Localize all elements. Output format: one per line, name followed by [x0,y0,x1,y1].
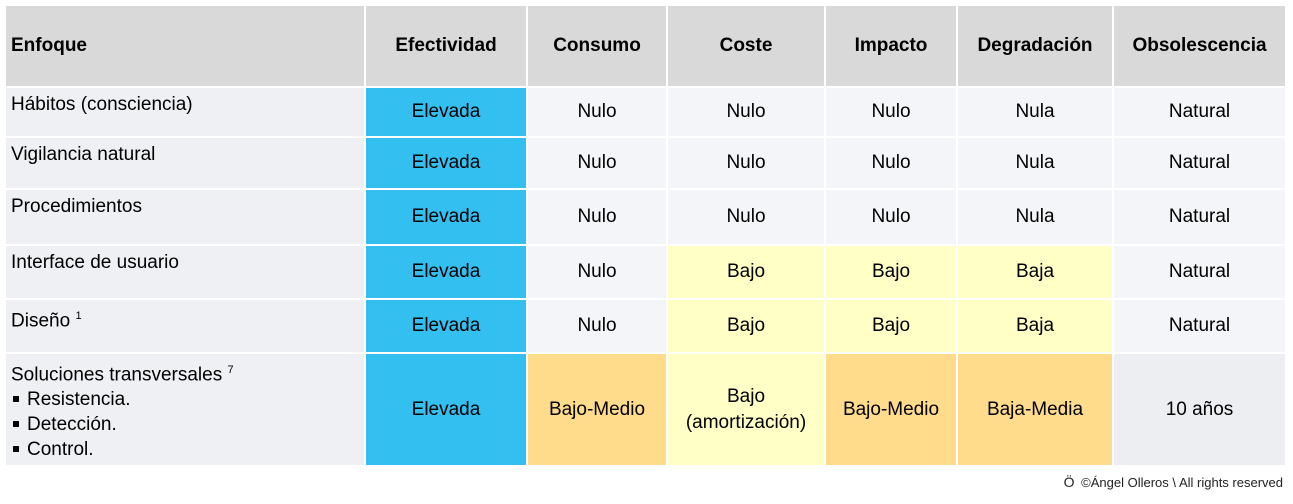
cell-impacto: Bajo [826,300,956,352]
footnote-ref: 1 [75,310,82,322]
header-degradacion: Degradación [958,6,1112,86]
bullet-item: Resistencia. [11,387,364,412]
row-label: Soluciones transversales 7 Resistencia. … [6,354,364,465]
bullet-text: Control. [27,439,94,461]
header-obsolescencia: Obsolescencia [1114,6,1285,86]
cell-degradacion: Baja [958,300,1112,352]
cell-coste: Bajo [668,246,824,298]
bullet-icon [13,420,19,427]
comparison-table: Enfoque Efectividad Consumo Coste Impact… [4,4,1287,467]
cell-coste-line1: Bajo [726,385,766,407]
cell-efectividad: Elevada [366,138,526,188]
row-label-text: Diseño [11,310,71,332]
cell-degradacion: Nula [958,88,1112,136]
header-row: Enfoque Efectividad Consumo Coste Impact… [6,6,1285,86]
cell-consumo: Bajo-Medio [528,354,666,465]
header-consumo: Consumo [528,6,666,86]
copyright-text: ©Ángel Olleros [1081,475,1169,490]
table-row: Hábitos (consciencia) Elevada Nulo Nulo … [6,88,1285,136]
header-impacto: Impacto [826,6,956,86]
author-logo-icon: Ö [1063,474,1075,490]
cell-efectividad: Elevada [366,300,526,352]
footnote-ref: 7 [227,364,234,376]
bullet-item: Detección. [11,412,364,437]
rights-text: All rights reserved [1178,475,1283,490]
bullet-item: Control. [11,437,364,462]
cell-coste: Bajo (amortización) [668,354,824,465]
bullet-icon [13,395,19,402]
bullet-icon [13,445,19,452]
cell-obsolescencia: Natural [1114,138,1285,188]
cell-impacto: Nulo [826,88,956,136]
row-label-text: Soluciones transversales [11,364,223,386]
row-label: Vigilancia natural [6,138,364,188]
cell-consumo: Nulo [528,88,666,136]
cell-consumo: Nulo [528,190,666,244]
cell-obsolescencia: Natural [1114,88,1285,136]
copyright-notice: Ö ©Ángel Olleros \ All rights reserved [1064,474,1283,490]
cell-impacto: Nulo [826,190,956,244]
cell-degradacion: Nula [958,190,1112,244]
table-row: Vigilancia natural Elevada Nulo Nulo Nul… [6,138,1285,188]
cell-obsolescencia: Natural [1114,190,1285,244]
cell-degradacion: Baja [958,246,1112,298]
cell-coste: Bajo [668,300,824,352]
cell-obsolescencia: Natural [1114,300,1285,352]
table-row: Soluciones transversales 7 Resistencia. … [6,354,1285,465]
row-label: Interface de usuario [6,246,364,298]
cell-degradacion: Nula [958,138,1112,188]
row-label: Procedimientos [6,190,364,244]
cell-consumo: Nulo [528,300,666,352]
header-enfoque: Enfoque [6,6,364,86]
cell-efectividad: Elevada [366,190,526,244]
cell-efectividad: Elevada [366,354,526,465]
cell-coste-line2: (amortización) [685,411,807,433]
cell-obsolescencia: 10 años [1114,354,1285,465]
bullet-text: Resistencia. [27,389,131,411]
table-row: Interface de usuario Elevada Nulo Bajo B… [6,246,1285,298]
table-row: Diseño 1 Elevada Nulo Bajo Bajo Baja Nat… [6,300,1285,352]
cell-consumo: Nulo [528,246,666,298]
cell-efectividad: Elevada [366,88,526,136]
header-coste: Coste [668,6,824,86]
cell-efectividad: Elevada [366,246,526,298]
cell-impacto: Bajo-Medio [826,354,956,465]
row-label: Hábitos (consciencia) [6,88,364,136]
table-row: Procedimientos Elevada Nulo Nulo Nulo Nu… [6,190,1285,244]
cell-degradacion: Baja-Media [958,354,1112,465]
cell-coste: Nulo [668,88,824,136]
cell-obsolescencia: Natural [1114,246,1285,298]
row-label: Diseño 1 [6,300,364,352]
cell-consumo: Nulo [528,138,666,188]
cell-impacto: Bajo [826,246,956,298]
bullet-text: Detección. [27,414,117,436]
cell-coste: Nulo [668,190,824,244]
cell-impacto: Nulo [826,138,956,188]
header-efectividad: Efectividad [366,6,526,86]
cell-coste: Nulo [668,138,824,188]
copyright-separator: \ [1172,475,1177,490]
